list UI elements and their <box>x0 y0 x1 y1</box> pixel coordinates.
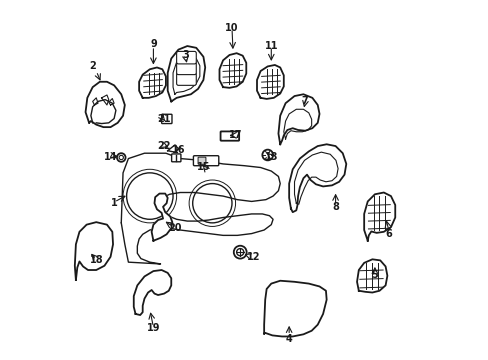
Polygon shape <box>278 94 319 144</box>
Polygon shape <box>139 67 165 98</box>
Polygon shape <box>257 65 283 99</box>
Text: 7: 7 <box>301 96 308 107</box>
Polygon shape <box>288 144 346 212</box>
Text: 15: 15 <box>196 162 210 172</box>
FancyBboxPatch shape <box>198 157 205 164</box>
Polygon shape <box>75 222 113 280</box>
Text: 5: 5 <box>371 270 378 280</box>
Text: 9: 9 <box>150 39 157 49</box>
Text: 1: 1 <box>110 198 117 208</box>
Text: 10: 10 <box>225 23 238 33</box>
Text: 16: 16 <box>171 145 185 155</box>
Polygon shape <box>364 193 394 241</box>
Text: 4: 4 <box>285 334 292 344</box>
FancyBboxPatch shape <box>176 51 196 64</box>
Text: 6: 6 <box>385 229 392 239</box>
Text: 3: 3 <box>182 50 188 60</box>
Text: 18: 18 <box>89 255 103 265</box>
Polygon shape <box>85 82 124 127</box>
Text: 21: 21 <box>157 114 170 124</box>
FancyBboxPatch shape <box>176 62 196 75</box>
Text: 22: 22 <box>157 141 170 151</box>
FancyBboxPatch shape <box>193 156 218 166</box>
Text: 11: 11 <box>264 41 278 51</box>
Polygon shape <box>264 281 326 337</box>
Text: 8: 8 <box>331 202 338 212</box>
FancyBboxPatch shape <box>162 114 172 123</box>
Polygon shape <box>356 259 386 293</box>
Polygon shape <box>151 194 172 241</box>
FancyBboxPatch shape <box>220 131 239 141</box>
Polygon shape <box>167 46 205 102</box>
Text: 19: 19 <box>146 323 160 333</box>
Polygon shape <box>219 53 246 88</box>
Text: 12: 12 <box>246 252 260 262</box>
FancyBboxPatch shape <box>176 73 196 85</box>
Text: 14: 14 <box>103 152 117 162</box>
Text: 20: 20 <box>168 223 181 233</box>
Text: 13: 13 <box>264 152 278 162</box>
FancyBboxPatch shape <box>171 154 181 162</box>
Text: 2: 2 <box>89 61 96 71</box>
Polygon shape <box>134 270 171 315</box>
Text: 17: 17 <box>228 130 242 140</box>
